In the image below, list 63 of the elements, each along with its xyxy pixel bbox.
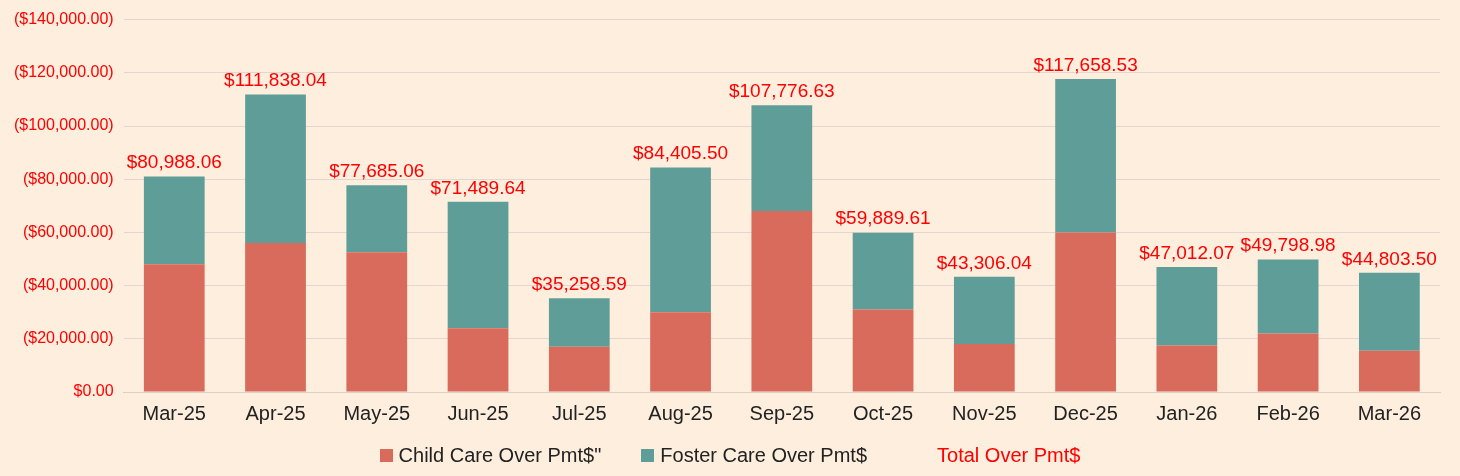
total-label: $77,685.06 — [329, 160, 425, 182]
bar — [1055, 79, 1116, 233]
x-tick-label: Feb-26 — [1256, 401, 1320, 424]
total-label: $43,306.04 — [936, 251, 1033, 273]
total-label: $35,258.59 — [531, 272, 627, 294]
bar — [548, 346, 610, 392]
bar — [650, 312, 711, 392]
bar — [346, 185, 408, 253]
bar — [245, 94, 306, 244]
total-label: $49,798.98 — [1240, 234, 1336, 256]
bar — [953, 344, 1015, 392]
bar — [1358, 272, 1420, 351]
x-tick-label: Dec-25 — [1053, 401, 1118, 424]
x-tick-label: Apr-25 — [245, 401, 306, 424]
bar — [650, 167, 711, 313]
x-tick-label: Aug-25 — [648, 401, 713, 424]
y-tick-label: $0.00 — [73, 382, 114, 400]
bar — [852, 309, 914, 392]
total-label: $80,988.06 — [126, 151, 222, 173]
bar — [1257, 333, 1319, 392]
y-tick-label: ($60,000.00) — [22, 222, 114, 240]
bar — [447, 328, 509, 392]
total-label: $117,658.53 — [1033, 53, 1138, 75]
total-label: $44,803.50 — [1341, 247, 1437, 269]
legend-label: Foster Care Over Pmt$ — [660, 444, 868, 467]
x-tick-label: May-25 — [343, 401, 411, 424]
bar — [447, 201, 509, 329]
legend-label: Child Care Over Pmt$" — [398, 444, 602, 467]
bar — [953, 276, 1015, 345]
total-label: $59,889.61 — [835, 207, 931, 229]
y-tick-label: ($120,000.00) — [13, 63, 114, 81]
bar — [852, 232, 914, 310]
bar — [1055, 232, 1116, 392]
x-tick-label: Oct-25 — [853, 401, 914, 424]
y-tick-label: ($80,000.00) — [22, 169, 114, 187]
text: Total Over Pmt$ — [937, 444, 1081, 467]
y-tick-label: ($40,000.00) — [22, 276, 114, 294]
bar — [143, 264, 205, 392]
y-tick-label: ($20,000.00) — [22, 329, 114, 347]
total-label: $107,776.63 — [728, 80, 835, 102]
x-tick-label: Jul-25 — [552, 401, 607, 424]
bar — [751, 105, 813, 212]
bar — [548, 298, 610, 347]
bar — [751, 211, 813, 392]
bar — [1156, 266, 1218, 346]
total-label: $111,838.04 — [224, 69, 328, 91]
bar — [1257, 259, 1319, 334]
total-label: $84,405.50 — [633, 142, 729, 164]
bar — [346, 252, 408, 392]
total-label: $71,489.64 — [430, 176, 527, 198]
x-tick-label: Jan-26 — [1156, 401, 1218, 424]
bar — [245, 243, 306, 392]
y-tick-label: ($140,000.00) — [13, 10, 114, 28]
x-tick-label: Nov-25 — [952, 401, 1017, 424]
bar — [1156, 345, 1218, 392]
x-tick-label: Mar-25 — [142, 401, 206, 424]
x-tick-label: Jun-25 — [447, 401, 509, 424]
y-tick-label: ($100,000.00) — [13, 116, 114, 134]
x-tick-label: Sep-25 — [749, 401, 815, 424]
bar — [1358, 350, 1420, 392]
bar — [143, 176, 205, 265]
total-label: $47,012.07 — [1139, 241, 1235, 263]
x-tick-label: Mar-26 — [1357, 401, 1422, 424]
